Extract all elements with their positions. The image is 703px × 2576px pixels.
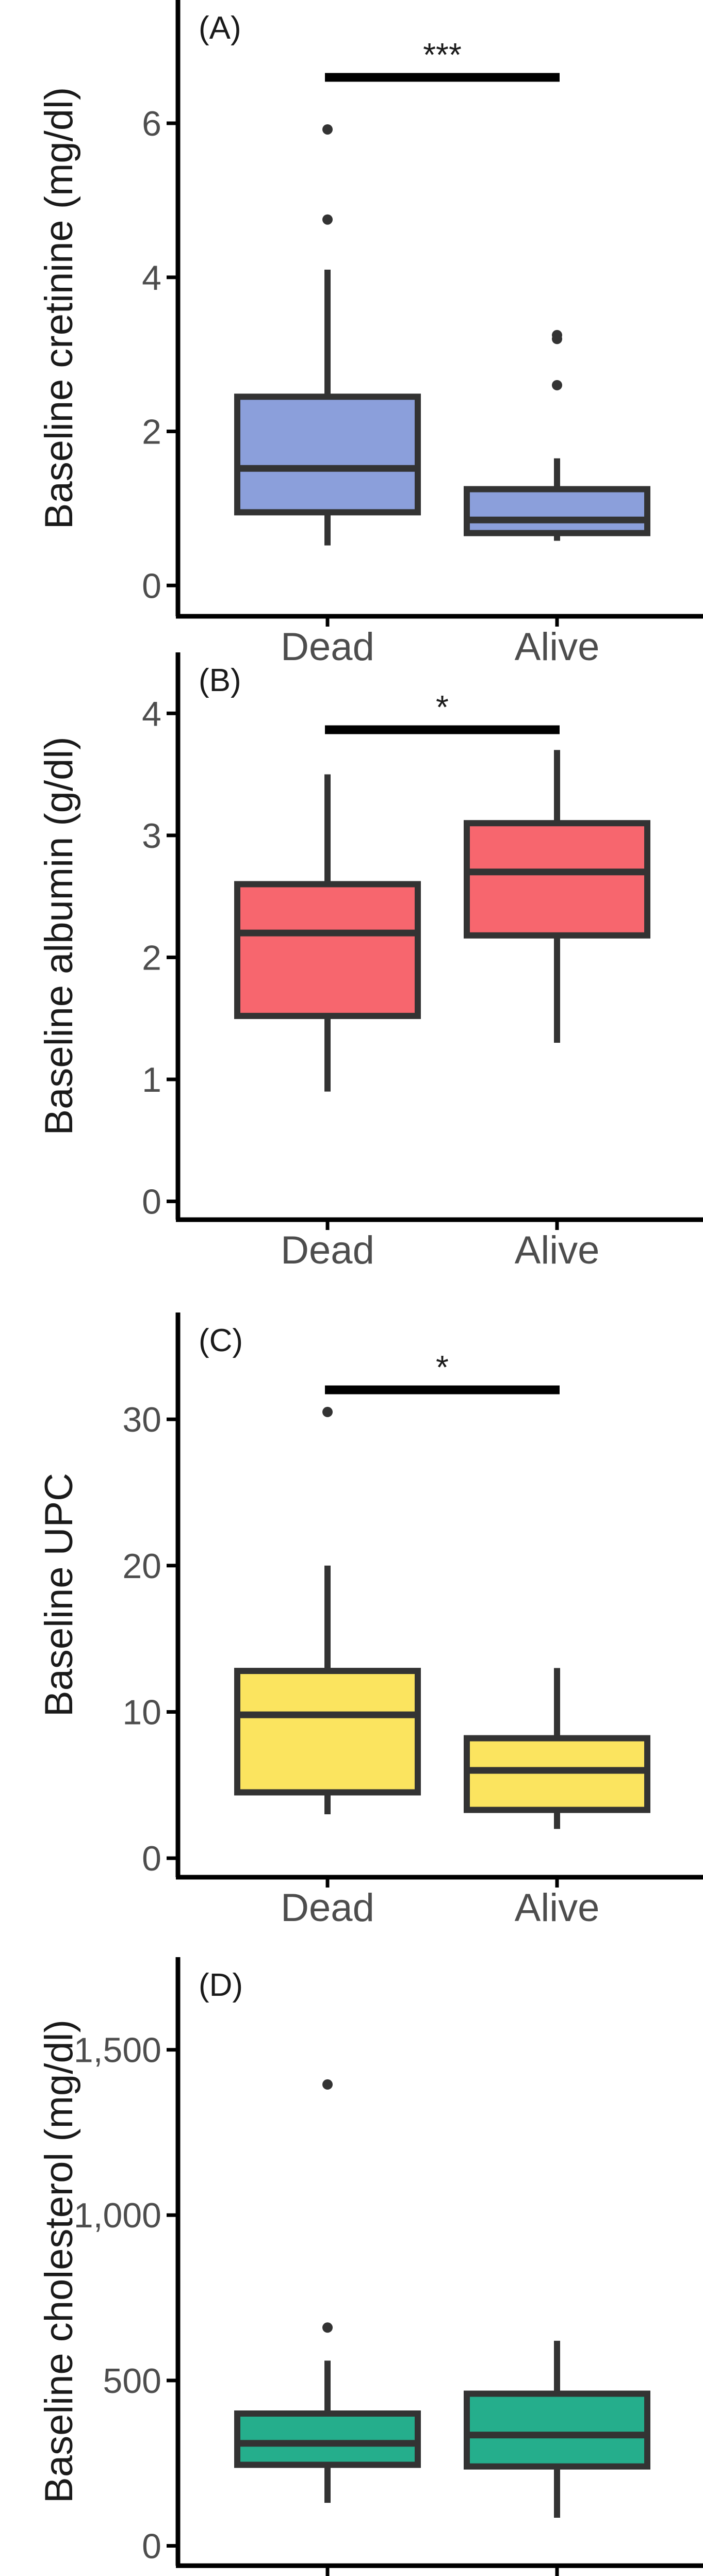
iqr-box [464,1735,650,1813]
outlier-point [552,380,562,390]
box-alive [464,1668,650,1829]
x-tick-label: Alive [515,1886,600,1930]
outlier-point [322,2079,333,2090]
y-tick-label: 30 [122,1400,161,1439]
y-tick-label: 1,000 [74,2196,161,2235]
y-tick-label: 0 [142,1183,161,1222]
y-tick-label: 1 [142,1060,161,1100]
y-tick-label: 0 [142,1839,161,1878]
panel-label: (D) [199,1967,243,2003]
y-tick-label: 1,500 [74,2031,161,2070]
significance-label: * [436,688,449,726]
panel-b: 0 1 2 3 4 Dead Alive Baseline albumin (g/dl) (B)… [37,652,703,1272]
significance-label: * [436,1349,449,1386]
y-axis-title: Baseline cholesterol (mg/dl) [37,2020,81,2503]
box-dead [234,774,421,1092]
iqr-box [234,393,421,516]
box-alive [464,330,650,541]
panel-label: (C) [199,1323,243,1358]
y-axis-title: Baseline albumin (g/dl) [37,736,81,1135]
x-tick-label: Dead [281,625,374,669]
x-tick-label: Dead [281,1886,374,1930]
y-tick-label: 20 [122,1547,161,1586]
outlier-point [322,214,333,225]
y-tick-label: 0 [142,2527,161,2566]
y-tick-label: 10 [122,1693,161,1732]
y-tick-label: 0 [142,566,161,605]
x-tick-label: Alive [515,1228,600,1272]
iqr-box [234,1668,421,1796]
iqr-box [234,2410,421,2468]
box-dead [234,2079,421,2503]
box-dead [234,124,421,546]
y-tick-label: 2 [142,938,161,977]
y-tick-label: 4 [142,694,161,733]
outlier-point [322,1406,333,1417]
x-tick-label: Alive [515,2574,600,2576]
outlier-point [552,330,562,340]
box-alive [464,750,650,1043]
outlier-point [322,2322,333,2333]
significance-label: *** [423,36,462,73]
x-tick-label: Dead [281,1228,374,1272]
panel-a: 0 2 4 6 Dead Alive Baseline cretinine (mg/dl) (… [37,0,703,669]
y-tick-label: 6 [142,104,161,143]
iqr-box [234,881,421,1019]
panel-label: (B) [199,663,241,698]
box-dead [234,1406,421,1815]
y-tick-label: 2 [142,413,161,452]
panel-d: 0 500 1,000 1,500 Dead Alive Baseline choleste… [37,1957,703,2576]
iqr-box [464,486,650,536]
y-tick-label: 500 [103,2361,161,2401]
y-tick-label: 3 [142,816,161,856]
box-alive [464,2340,650,2518]
iqr-box [464,820,650,939]
panel-c: 0 10 20 30 Dead Alive Baseline UPC (C) * [37,1312,703,1930]
x-tick-label: Dead [281,2574,374,2576]
y-axis-title: Baseline UPC [37,1473,81,1717]
iqr-box [464,2390,650,2470]
x-tick-label: Alive [515,625,600,669]
y-axis-title: Baseline cretinine (mg/dl) [37,87,81,530]
outlier-point [322,124,333,135]
y-tick-label: 4 [142,258,161,298]
panel-label: (A) [199,10,241,46]
